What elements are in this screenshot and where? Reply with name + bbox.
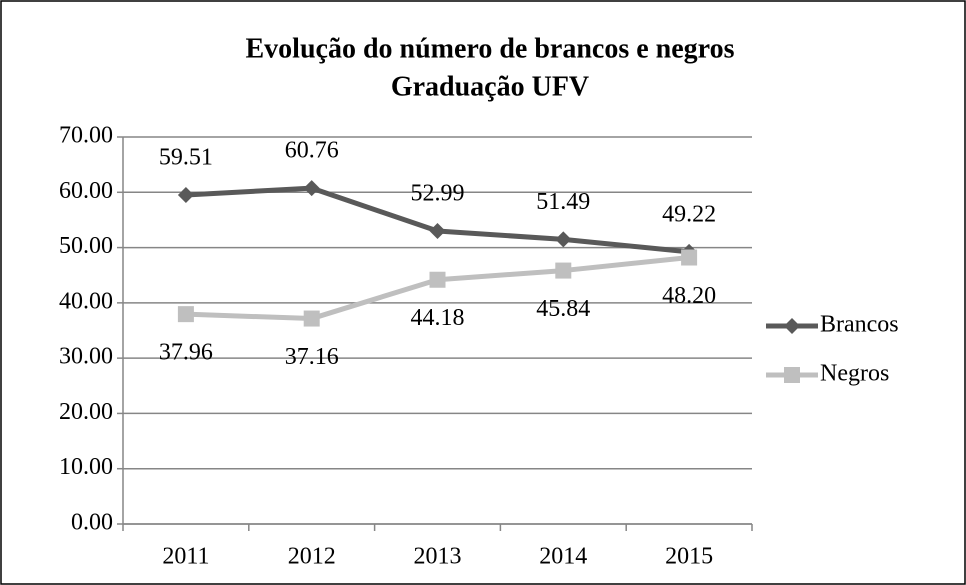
x-tick-label: 2014 <box>539 544 587 570</box>
x-tick-label: 2015 <box>665 544 713 570</box>
data-point <box>303 180 320 197</box>
data-point <box>555 262 572 279</box>
x-tick-label: 2011 <box>162 544 209 570</box>
y-tick-label: 30.00 <box>59 344 113 370</box>
data-label: 37.96 <box>159 340 213 366</box>
data-label: 59.51 <box>159 144 213 170</box>
y-tick-label: 10.00 <box>59 454 113 480</box>
legend-marker <box>784 318 800 334</box>
y-tick-label: 60.00 <box>59 178 113 204</box>
data-point <box>177 186 194 203</box>
chart-title: Evolução do número de brancos e negros <box>246 33 735 64</box>
data-label: 52.99 <box>411 181 465 207</box>
x-tick-label: 2012 <box>288 544 336 570</box>
data-label: 37.16 <box>285 344 339 370</box>
data-point <box>681 249 698 266</box>
legend-marker <box>784 367 800 383</box>
y-tick-label: 40.00 <box>59 288 113 314</box>
data-label: 60.76 <box>285 138 339 164</box>
data-point <box>429 223 446 240</box>
legend-label: Brancos <box>820 312 899 338</box>
data-label: 49.22 <box>662 201 716 227</box>
x-tick-label: 2013 <box>414 544 462 570</box>
data-point <box>177 306 194 323</box>
data-label: 51.49 <box>536 189 590 215</box>
data-point <box>303 310 320 327</box>
y-tick-label: 50.00 <box>59 233 113 259</box>
data-point <box>555 231 572 248</box>
data-point <box>429 271 446 288</box>
y-tick-label: 20.00 <box>59 399 113 425</box>
chart-subtitle: Graduação UFV <box>391 71 589 102</box>
legend-label: Negros <box>820 361 889 387</box>
data-label: 45.84 <box>536 296 590 322</box>
data-label: 44.18 <box>411 305 465 331</box>
data-label: 48.20 <box>662 283 716 309</box>
y-tick-label: 0.00 <box>71 510 113 536</box>
y-tick-label: 70.00 <box>59 123 113 149</box>
